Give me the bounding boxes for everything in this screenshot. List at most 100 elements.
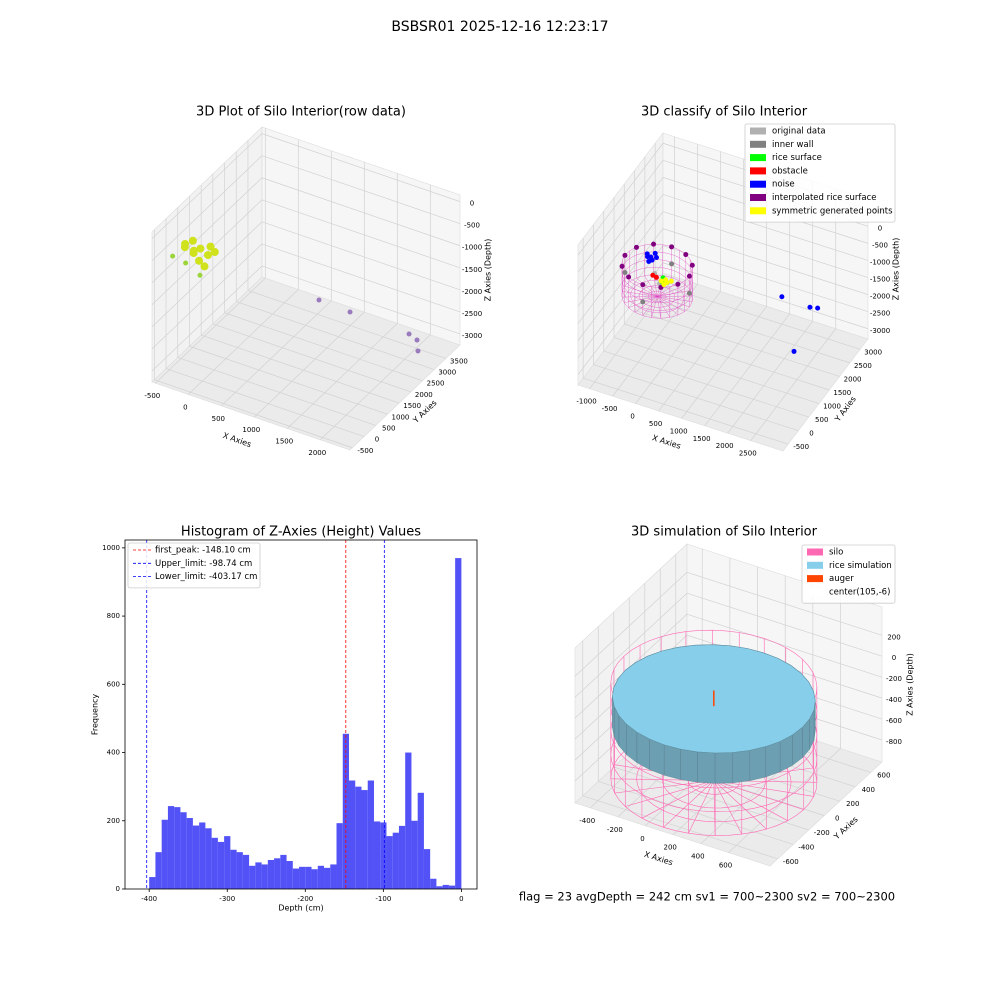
rice-side bbox=[732, 750, 750, 784]
histogram-bar bbox=[174, 807, 181, 889]
histogram-bar bbox=[242, 854, 250, 889]
histogram-bar bbox=[455, 558, 462, 889]
z-tick-label: 200 bbox=[887, 633, 900, 641]
silo-floor-wire bbox=[713, 780, 716, 836]
grid-line bbox=[577, 194, 664, 307]
histogram-bar bbox=[392, 832, 399, 889]
x-tick-label: -400 bbox=[579, 817, 595, 825]
data-point bbox=[686, 290, 692, 296]
grid-line bbox=[261, 177, 461, 247]
silo-floor-wire bbox=[713, 780, 814, 797]
x-tick-label: -300 bbox=[219, 895, 235, 903]
y-tick-label: 0 bbox=[809, 430, 813, 438]
x-tick-label: 500 bbox=[649, 420, 662, 428]
grid-line bbox=[224, 312, 423, 382]
data-point bbox=[653, 254, 659, 260]
x-tick-label: 500 bbox=[212, 415, 225, 423]
y-tick-label: 400 bbox=[107, 749, 120, 757]
data-point bbox=[406, 331, 412, 337]
y-tick-label: -500 bbox=[357, 447, 373, 455]
data-point bbox=[622, 252, 628, 258]
grid-line bbox=[188, 289, 299, 395]
y-tick-label: 1500 bbox=[403, 402, 421, 410]
histogram-bar bbox=[211, 837, 218, 889]
silo-floor-wire bbox=[651, 296, 658, 318]
histogram-bar bbox=[311, 869, 318, 889]
figure-title: BSBSR01 2025-12-16 12:23:17 bbox=[391, 19, 608, 35]
grid-line bbox=[577, 245, 664, 358]
data-point bbox=[661, 282, 667, 288]
y-tick-label: 2500 bbox=[427, 380, 445, 388]
data-point bbox=[652, 250, 658, 256]
data-point bbox=[644, 251, 650, 257]
rice-side bbox=[664, 744, 681, 780]
grid-line bbox=[728, 748, 841, 853]
grid-line bbox=[750, 328, 837, 441]
histogram-bar bbox=[280, 854, 287, 889]
data-point bbox=[668, 278, 674, 284]
z-tick-label: -2500 bbox=[870, 310, 890, 318]
histogram-bar bbox=[430, 878, 437, 889]
legend-label: noise bbox=[772, 180, 795, 190]
panel-title: 3D simulation of Silo Interior bbox=[631, 525, 818, 540]
y-tick-label: 2500 bbox=[854, 362, 872, 370]
grid-line bbox=[151, 177, 263, 283]
histogram-bar bbox=[217, 841, 225, 889]
x-tick-label: 1000 bbox=[242, 426, 260, 434]
silo-floor-wire bbox=[641, 780, 714, 819]
data-point bbox=[626, 274, 632, 280]
data-point bbox=[675, 281, 681, 287]
histogram-bar bbox=[417, 792, 424, 889]
data-point bbox=[815, 305, 821, 311]
histogram-bar bbox=[261, 864, 268, 889]
z-tick-label: -600 bbox=[886, 717, 902, 725]
silo-floor-wire bbox=[644, 275, 658, 297]
histogram-bar bbox=[224, 836, 231, 889]
y-tick-label: 0 bbox=[375, 436, 379, 444]
silo-floor-wire bbox=[642, 296, 658, 316]
grid-line bbox=[681, 306, 767, 419]
data-point bbox=[197, 272, 203, 278]
x-tick-label: 0 bbox=[640, 835, 644, 843]
y-tick-label: 1000 bbox=[392, 413, 410, 421]
x-tick-label: -1000 bbox=[576, 398, 596, 406]
silo-floor-wire bbox=[636, 277, 658, 297]
data-point bbox=[415, 348, 421, 354]
legend-patch bbox=[807, 575, 823, 583]
y-tick-label: -600 bbox=[783, 858, 799, 866]
grid-line bbox=[574, 572, 688, 677]
grid-line bbox=[236, 301, 435, 370]
data-point bbox=[791, 348, 797, 354]
y-tick-label: 0 bbox=[835, 815, 839, 823]
grid-line bbox=[662, 228, 869, 295]
silo-floor-wire bbox=[657, 296, 693, 302]
y-tick-label: 1500 bbox=[833, 389, 851, 397]
legend-box bbox=[801, 544, 896, 604]
grid-line bbox=[577, 160, 664, 273]
legend-patch bbox=[750, 194, 766, 201]
y-tick-label: 3000 bbox=[438, 369, 456, 377]
x-tick-label: -400 bbox=[141, 895, 157, 903]
histogram-bar bbox=[367, 780, 374, 889]
z-axis-label: Z Axies (Depth) bbox=[484, 239, 493, 302]
legend-label: Lower_limit: -403.17 cm bbox=[155, 572, 257, 582]
grid-line bbox=[686, 613, 883, 678]
y-tick-label: 0 bbox=[116, 885, 120, 893]
grid-line bbox=[201, 334, 400, 404]
histogram-bar bbox=[355, 786, 362, 889]
grid-line bbox=[686, 571, 883, 636]
rice-side bbox=[680, 749, 698, 783]
histogram-bar bbox=[249, 865, 256, 889]
silo-floor-wire bbox=[657, 295, 693, 297]
grid-line bbox=[635, 291, 721, 404]
histogram-bar bbox=[361, 790, 368, 889]
z-tick-label: -500 bbox=[464, 222, 480, 230]
histogram-bar bbox=[398, 825, 406, 889]
z-tick-label: 0 bbox=[892, 654, 896, 662]
y-tick-label: 3500 bbox=[450, 357, 468, 365]
histogram-bar bbox=[330, 864, 337, 889]
silo-floor-wire bbox=[629, 281, 658, 297]
data-point bbox=[183, 260, 189, 266]
histogram-bar bbox=[336, 823, 343, 889]
legend-label: auger bbox=[829, 574, 854, 584]
